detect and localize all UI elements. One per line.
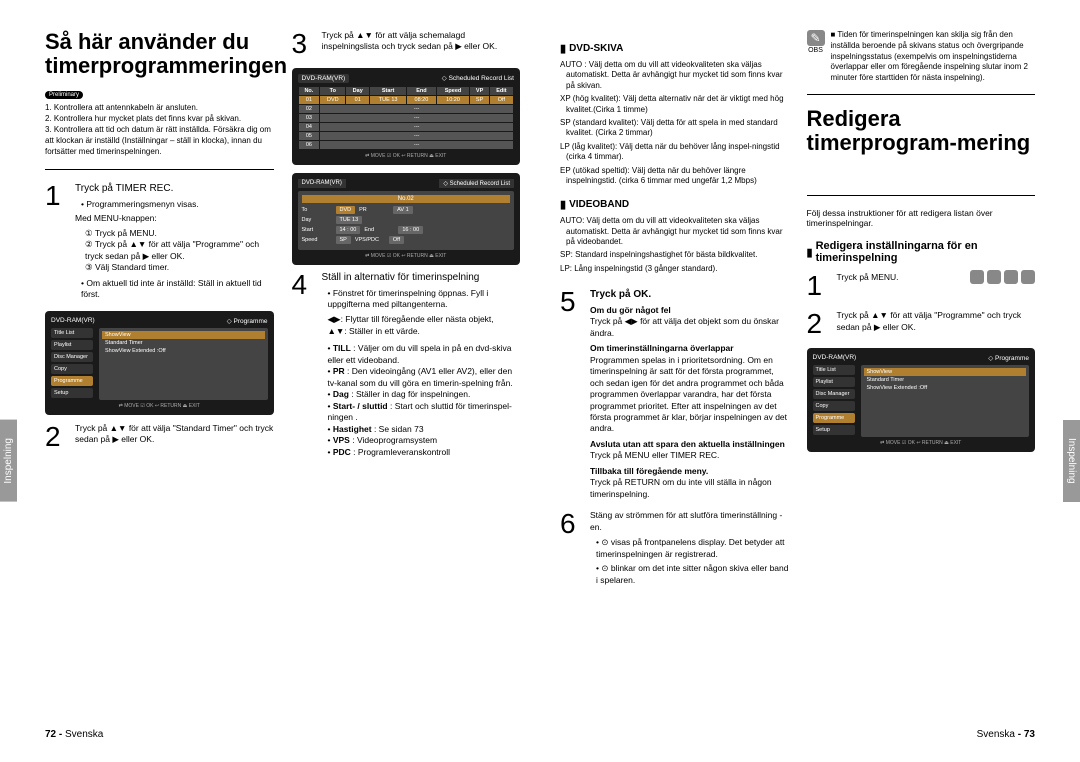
step-4-l3: Dag : Ställer in dag för inspelningen. — [328, 389, 521, 400]
step-2r-text: Tryck på ▲▼ för att välja "Programme" oc… — [837, 310, 1036, 338]
step-1-bullet-3: Om aktuell tid inte är inställd: Ställ i… — [81, 278, 274, 301]
step-1-c3: ③ Välj Standard timer. — [85, 262, 274, 273]
step-1-bullet-2: Med MENU-knappen: — [75, 213, 274, 224]
step-1-bullet-1: Programmeringsmenyn visas. — [81, 199, 274, 210]
page73-heading: Redigera timerprogram-mering — [807, 107, 1036, 155]
step-1-number: 1 — [45, 182, 67, 300]
step-4-title: Ställ in alternativ för timerinspelning — [322, 271, 521, 285]
step-2r-number: 2 — [807, 310, 829, 338]
vid-sp: SP: Standard inspelningshastighet för bä… — [566, 250, 789, 260]
step-1-c2: ② Tryck på ▲▼ för att välja "Programme" … — [85, 239, 274, 262]
step-5-number: 5 — [560, 288, 582, 500]
dvd-ep: EP (utökad speltid): Välj detta när du b… — [566, 166, 789, 187]
step-5-t1: Tryck på ◀▶ för att välja det objekt som… — [590, 316, 789, 339]
schedule-form-screenshot: DVD-RAM(VR)◇ Scheduled Record List No.02… — [292, 173, 521, 265]
step-5-t3: Tryck på MENU eller TIMER REC. — [590, 450, 789, 461]
divider — [45, 169, 274, 170]
step-6-b1: ⊙ visas på frontpanelens display. Det be… — [596, 537, 789, 560]
step-4-l5: Hastighet : Se sidan 73 — [328, 424, 521, 435]
step-4-l7: PDC : Programleveranskontroll — [328, 447, 521, 458]
page-number-73: Svenska - 73 — [977, 729, 1035, 740]
step-4-b2: ◀▶: Flyttar till föregående eller nästa … — [328, 314, 521, 337]
preliminary-text: 1. Kontrollera att antennkabeln är anslu… — [45, 103, 274, 157]
step-1-c1: ① Tryck på MENU. — [85, 228, 274, 239]
step-5-h4: Tillbaka till föregående meny. — [590, 466, 789, 477]
step-4-l4: Start- / sluttid : Start och sluttid för… — [328, 401, 521, 424]
page72-heading: Så här använder du timerprogrammeringen — [45, 30, 274, 78]
menu-screenshot-2: DVD-RAM(VR)◇ Programme Title List Playli… — [807, 348, 1036, 452]
dvd-sp: SP (standard kvalitet): Välj detta för a… — [566, 118, 789, 139]
step-6-b2: ⊙ blinkar om det inte sitter någon skiva… — [596, 563, 789, 586]
step-6-number: 6 — [560, 510, 582, 586]
step-3-text: Tryck på ▲▼ för att välja schemalagd ins… — [322, 30, 521, 58]
step-6-text: Stäng av strömmen för att slutföra timer… — [590, 510, 789, 533]
sub-heading: Redigera inställningarna för en timerins… — [807, 240, 1036, 264]
step-5-title: Tryck på OK. — [590, 288, 789, 302]
step-4-number: 4 — [292, 271, 314, 458]
step-1r-number: 1 — [807, 272, 829, 300]
page-number-72: 72 - Svenska — [45, 729, 103, 740]
step-5-t4: Tryck på RETURN om du inte vill ställa i… — [590, 477, 789, 500]
step-4-b1: Fönstret för timerinspelning öppnas. Fyl… — [328, 288, 521, 311]
vid-auto: AUTO: Välj detta om du vill att videokva… — [566, 216, 789, 247]
step-5-h2: Om timerinställningarna överlappar — [590, 343, 789, 354]
step-5-h1: Om du gör något fel — [590, 305, 789, 316]
step-3-number: 3 — [292, 30, 314, 58]
side-tab-right: Inspelning — [1063, 420, 1080, 502]
dvd-xp: XP (hög kvalitet): Välj detta alternativ… — [566, 94, 789, 115]
menu-screenshot-1: DVD-RAM(VR)◇ Programme Title List Playli… — [45, 311, 274, 415]
step-5-t2: Programmen spelas in i prioritetsordning… — [590, 355, 789, 435]
step-1-title: Tryck på TIMER REC. — [75, 182, 274, 196]
step-4-l2: PR : Den videoingång (AV1 eller AV2), el… — [328, 366, 521, 389]
step-4-l6: VPS : Videoprogramsystem — [328, 435, 521, 446]
preliminary-badge: Preliminary — [45, 91, 83, 99]
vid-lp: LP: Lång inspelningstid (3 gånger standa… — [566, 264, 789, 274]
step-5-h3: Avsluta utan att spara den aktuella inst… — [590, 439, 789, 450]
videoband-label: VIDEOBAND — [560, 198, 789, 211]
dvd-skiva-label: DVD-SKIVA — [560, 42, 789, 55]
step-2-number: 2 — [45, 423, 67, 451]
dvd-lp: LP (låg kvalitet): Välj detta när du beh… — [566, 142, 789, 163]
step-4-l1: TILL TILL : Väljer om du vill spela in p… — [328, 343, 521, 366]
schedule-list-screenshot: DVD-RAM(VR)◇ Scheduled Record List No.To… — [292, 68, 521, 165]
divider — [807, 94, 1036, 95]
dvd-auto: AUTO : Välj detta om du vill att videokv… — [566, 60, 789, 91]
disc-icons — [970, 270, 1035, 284]
side-tab-left: Inspelning — [0, 420, 17, 502]
step-2-text: Tryck på ▲▼ för att välja "Standard Time… — [75, 423, 274, 451]
obs-icon: OBS — [807, 30, 825, 84]
divider — [807, 195, 1036, 196]
intro-text: Följ dessa instruktioner för att rediger… — [807, 208, 1036, 228]
obs-note: ■ Tiden för timerinspelningen kan skilja… — [831, 30, 1036, 84]
